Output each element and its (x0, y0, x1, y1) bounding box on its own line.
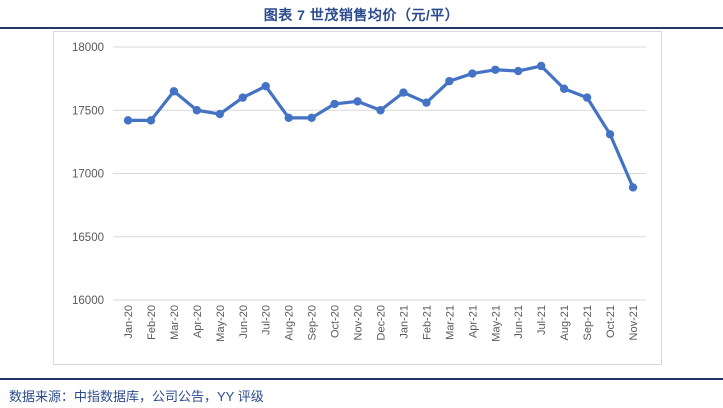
x-tick-label: Apr-21 (467, 305, 479, 338)
source-note: 数据来源：中指数据库，公司公告，YY 评级 (9, 389, 264, 404)
data-point-marker (169, 87, 179, 96)
data-point-marker (536, 61, 546, 71)
data-point-marker (376, 106, 385, 115)
data-point-marker (559, 84, 569, 93)
x-tick-label: Dec-20 (376, 305, 388, 340)
y-tick-label: 16000 (72, 295, 104, 307)
x-tick-label: Nov-20 (353, 305, 365, 340)
data-point-marker (146, 116, 156, 125)
x-tick-label: Mar-20 (169, 305, 181, 340)
series-line (126, 64, 635, 190)
x-tick-label: Aug-20 (284, 305, 296, 340)
title-divider (0, 27, 723, 29)
data-point-marker (399, 88, 408, 97)
x-tick-label: Sep-20 (307, 305, 319, 340)
x-tick-label: Oct-21 (605, 305, 617, 338)
data-point-marker (353, 97, 362, 106)
y-tick-label: 18000 (72, 42, 104, 54)
data-point-marker (491, 65, 500, 74)
x-tick-label: Jan-20 (123, 305, 135, 339)
x-tick-label: Feb-20 (146, 305, 158, 340)
x-tick-label: Oct-20 (330, 305, 342, 338)
x-tick-label: Feb-21 (421, 305, 433, 340)
y-tick-label: 17500 (72, 105, 104, 117)
x-tick-label: Jul-20 (261, 305, 273, 335)
data-point-marker (215, 109, 225, 119)
data-point-marker (468, 69, 477, 78)
data-point-marker (422, 98, 431, 107)
data-point-marker (330, 99, 339, 109)
x-tick-label: May-21 (490, 305, 502, 342)
data-point-marker (307, 113, 316, 123)
line-chart-svg: 16000 16500 17000 17500 18000 Jan-20 Feb-20 Mar… (72, 42, 646, 342)
data-point-marker (605, 130, 615, 139)
data-point-marker (261, 82, 270, 91)
data-point-marker (238, 93, 247, 102)
x-tick-label: May-20 (215, 305, 227, 342)
data-point-marker (284, 113, 293, 123)
x-tick-label: Jul-21 (536, 305, 548, 335)
data-point-marker (582, 93, 592, 102)
data-point-marker (628, 183, 638, 192)
data-point-marker (123, 116, 133, 125)
x-tick-label: Apr-20 (192, 305, 204, 338)
footer-divider (0, 378, 723, 380)
y-tick-label: 16500 (72, 232, 104, 244)
chart-area: 16000 16500 17000 17500 18000 Jan-20 Feb-20 Mar… (53, 31, 662, 365)
x-tick-label: Jun-21 (513, 305, 525, 339)
x-tick-label: Nov-21 (628, 305, 640, 340)
y-tick-label: 17000 (72, 169, 104, 181)
x-tick-label: Aug-21 (559, 305, 571, 340)
x-tick-label: Jan-21 (398, 305, 410, 339)
x-tick-label: Sep-21 (582, 305, 594, 340)
x-tick-label: Jun-20 (238, 305, 250, 339)
chart-title: 图表 7 世茂销售均价（元/平） (263, 7, 460, 23)
x-tick-label: Mar-21 (444, 305, 456, 340)
data-point-marker (514, 66, 523, 76)
data-point-marker (192, 106, 202, 115)
data-point-marker (445, 76, 454, 86)
